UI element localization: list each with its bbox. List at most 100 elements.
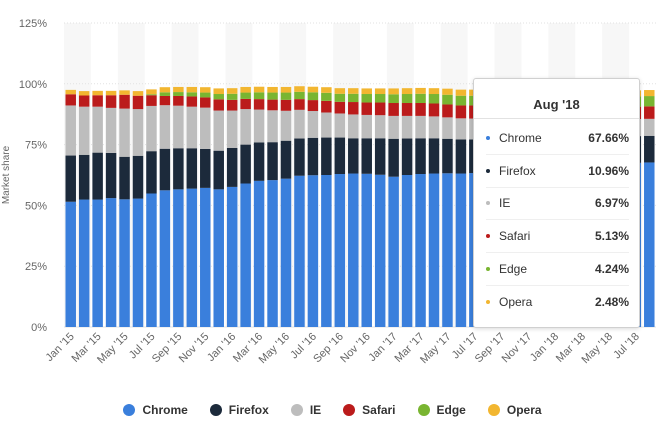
bar-segment-safari[interactable] bbox=[226, 99, 238, 111]
bar-segment-safari[interactable] bbox=[119, 94, 130, 109]
bar-segment-opera[interactable] bbox=[415, 87, 426, 94]
bar-segment-ie[interactable] bbox=[92, 106, 103, 153]
bar-segment-edge[interactable] bbox=[146, 94, 157, 96]
bar-segment-chrome[interactable] bbox=[294, 175, 305, 327]
bar-segment-chrome[interactable] bbox=[334, 174, 346, 327]
bar-segment-safari[interactable] bbox=[280, 99, 292, 111]
bar-segment-firefox[interactable] bbox=[226, 148, 238, 187]
bar-segment-ie[interactable] bbox=[294, 109, 305, 139]
bar-segment-safari[interactable] bbox=[455, 105, 467, 119]
bar-segment-firefox[interactable] bbox=[173, 148, 184, 190]
bar-segment-ie[interactable] bbox=[428, 116, 440, 139]
bar-segment-safari[interactable] bbox=[92, 95, 103, 107]
bar-segment-firefox[interactable] bbox=[334, 137, 346, 175]
bar-segment-ie[interactable] bbox=[213, 110, 224, 151]
bar-segment-safari[interactable] bbox=[334, 101, 346, 114]
bar-segment-ie[interactable] bbox=[280, 110, 292, 141]
bar-segment-chrome[interactable] bbox=[119, 199, 130, 327]
bar-segment-edge[interactable] bbox=[428, 94, 440, 104]
bar-segment-firefox[interactable] bbox=[200, 148, 211, 188]
bar-segment-opera[interactable] bbox=[334, 88, 346, 94]
bar-segment-firefox[interactable] bbox=[361, 138, 372, 174]
bar-segment-safari[interactable] bbox=[267, 99, 278, 111]
legend-item-ie[interactable]: IE bbox=[290, 403, 321, 417]
bar-segment-safari[interactable] bbox=[186, 96, 198, 107]
bar-segment-firefox[interactable] bbox=[442, 138, 453, 174]
bar-segment-edge[interactable] bbox=[334, 93, 346, 102]
bar-segment-chrome[interactable] bbox=[361, 173, 372, 327]
bar-segment-firefox[interactable] bbox=[132, 155, 144, 199]
bar-segment-safari[interactable] bbox=[415, 103, 426, 116]
bar-segment-firefox[interactable] bbox=[348, 138, 359, 174]
bar-segment-ie[interactable] bbox=[78, 106, 90, 155]
bar-segment-opera[interactable] bbox=[442, 88, 453, 95]
bar-segment-ie[interactable] bbox=[361, 114, 372, 139]
bar-segment-firefox[interactable] bbox=[92, 152, 103, 200]
bar-segment-ie[interactable] bbox=[240, 109, 251, 145]
bar-segment-safari[interactable] bbox=[132, 95, 144, 110]
bar-segment-chrome[interactable] bbox=[159, 190, 171, 327]
bar-segment-opera[interactable] bbox=[644, 90, 655, 97]
bar-segment-ie[interactable] bbox=[415, 115, 426, 139]
bar-segment-firefox[interactable] bbox=[186, 148, 198, 189]
bar-segment-ie[interactable] bbox=[146, 105, 157, 152]
bar-segment-chrome[interactable] bbox=[132, 198, 144, 327]
bar-segment-chrome[interactable] bbox=[253, 180, 265, 327]
bar-segment-chrome[interactable] bbox=[78, 199, 90, 327]
bar-segment-opera[interactable] bbox=[348, 88, 359, 94]
bar-segment-safari[interactable] bbox=[200, 97, 211, 108]
bar-segment-ie[interactable] bbox=[226, 110, 238, 148]
bar-segment-opera[interactable] bbox=[146, 89, 157, 95]
bar-segment-safari[interactable] bbox=[307, 100, 319, 112]
bar-segment-chrome[interactable] bbox=[455, 173, 467, 327]
bar-segment-chrome[interactable] bbox=[105, 198, 117, 327]
bar-segment-safari[interactable] bbox=[105, 95, 117, 108]
bar-segment-chrome[interactable] bbox=[401, 175, 413, 327]
bar-segment-firefox[interactable] bbox=[240, 144, 251, 184]
bar-segment-chrome[interactable] bbox=[280, 178, 292, 327]
bar-segment-ie[interactable] bbox=[321, 112, 332, 138]
bar-segment-opera[interactable] bbox=[186, 86, 198, 93]
bar-segment-edge[interactable] bbox=[280, 92, 292, 100]
bar-segment-opera[interactable] bbox=[267, 86, 278, 93]
bar-segment-ie[interactable] bbox=[253, 109, 265, 143]
bar-segment-chrome[interactable] bbox=[186, 188, 198, 327]
bar-segment-firefox[interactable] bbox=[401, 138, 413, 175]
bar-segment-edge[interactable] bbox=[307, 92, 319, 101]
bar-segment-opera[interactable] bbox=[428, 88, 440, 95]
bar-segment-opera[interactable] bbox=[240, 86, 251, 93]
bar-segment-firefox[interactable] bbox=[374, 138, 386, 175]
bar-segment-chrome[interactable] bbox=[644, 162, 655, 327]
bar-segment-chrome[interactable] bbox=[240, 183, 251, 327]
bar-segment-opera[interactable] bbox=[307, 86, 319, 93]
bar-segment-ie[interactable] bbox=[119, 108, 130, 157]
bar-segment-ie[interactable] bbox=[267, 110, 278, 143]
bar-segment-safari[interactable] bbox=[146, 95, 157, 106]
bar-segment-edge[interactable] bbox=[200, 92, 211, 98]
bar-segment-ie[interactable] bbox=[388, 115, 399, 139]
bar-segment-firefox[interactable] bbox=[105, 152, 117, 199]
bar-segment-safari[interactable] bbox=[78, 95, 90, 107]
bar-segment-chrome[interactable] bbox=[307, 175, 319, 327]
bar-segment-edge[interactable] bbox=[415, 93, 426, 104]
legend-item-opera[interactable]: Opera bbox=[487, 403, 542, 417]
bar-segment-safari[interactable] bbox=[428, 103, 440, 117]
bar-segment-opera[interactable] bbox=[388, 88, 399, 95]
bar-segment-ie[interactable] bbox=[334, 113, 346, 138]
bar-segment-edge[interactable] bbox=[159, 92, 171, 96]
bar-segment-safari[interactable] bbox=[213, 99, 224, 111]
bar-segment-ie[interactable] bbox=[173, 105, 184, 149]
bar-segment-safari[interactable] bbox=[321, 100, 332, 113]
bar-segment-ie[interactable] bbox=[348, 114, 359, 139]
bar-segment-edge[interactable] bbox=[321, 92, 332, 101]
bar-segment-safari[interactable] bbox=[65, 94, 76, 106]
bar-segment-chrome[interactable] bbox=[267, 180, 278, 327]
bar-segment-ie[interactable] bbox=[186, 106, 198, 149]
bar-segment-firefox[interactable] bbox=[428, 138, 440, 174]
bar-segment-ie[interactable] bbox=[105, 107, 117, 153]
bar-segment-edge[interactable] bbox=[644, 96, 655, 107]
bar-segment-opera[interactable] bbox=[200, 87, 211, 93]
bar-segment-chrome[interactable] bbox=[200, 187, 211, 327]
bar-segment-safari[interactable] bbox=[388, 103, 399, 116]
bar-segment-edge[interactable] bbox=[388, 94, 399, 104]
